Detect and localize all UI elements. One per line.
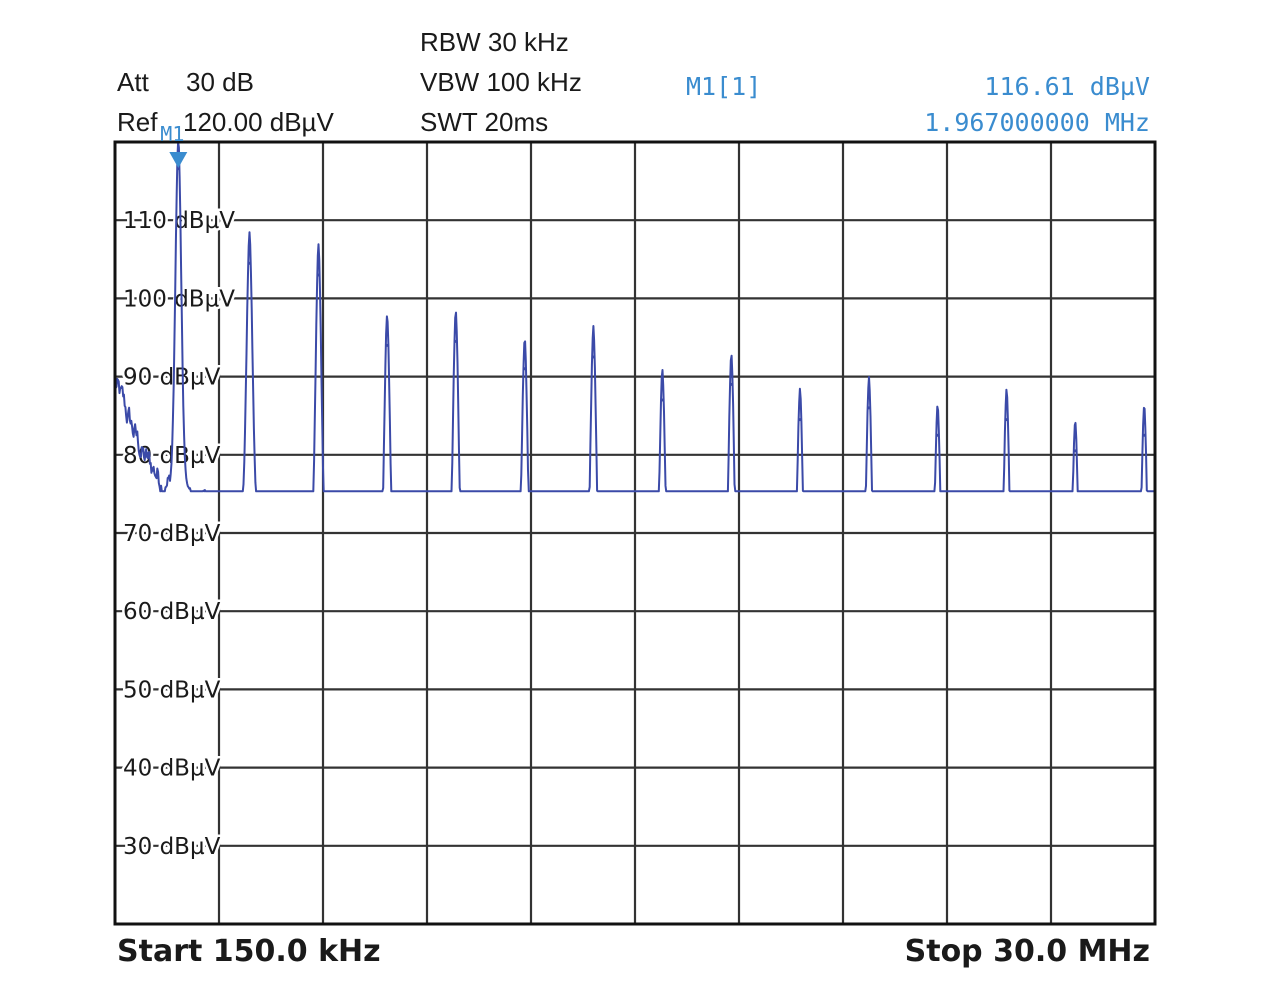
y-tick-label: 60 dBµV	[123, 599, 221, 625]
y-tick-label: 70 dBµV	[123, 521, 221, 547]
marker-level: 116.61 dBµV	[984, 72, 1150, 101]
ref-value: 120.00 dBµV	[183, 107, 334, 137]
stop-frequency: Stop 30.0 MHz	[904, 934, 1150, 969]
spectrum-trace	[114, 141, 1156, 493]
harmonic-peak-point	[454, 339, 458, 343]
marker-m1-icon	[169, 152, 188, 168]
harmonic-peak-point	[936, 433, 940, 437]
att-label: Att	[117, 67, 149, 97]
att-value: 30 dB	[186, 67, 254, 97]
start-frequency: Start 150.0 kHz	[117, 934, 381, 969]
y-tick-label: 30 dBµV	[123, 834, 221, 860]
harmonic-peak-point	[247, 261, 251, 265]
harmonic-peak-point	[316, 273, 320, 277]
y-tick-label: 110 dBµV	[123, 208, 235, 234]
y-tick-label: 90 dBµV	[123, 365, 221, 391]
plot-frame	[113, 140, 1157, 926]
y-tick-label: 40 dBµV	[123, 756, 221, 782]
vbw-setting: VBW 100 kHz	[420, 67, 582, 97]
harmonic-peak-point	[385, 343, 389, 347]
harmonic-peak-point	[660, 398, 664, 402]
ref-label: Ref	[117, 107, 158, 137]
y-tick-label: 100 dBµV	[123, 286, 235, 312]
swt-setting: SWT 20ms	[420, 107, 549, 137]
harmonic-peak-point	[1142, 433, 1146, 437]
marker-name: M1[1]	[686, 72, 762, 101]
harmonic-peak-point	[1005, 418, 1009, 422]
harmonic-peak-point	[1073, 449, 1077, 453]
rbw-setting: RBW 30 kHz	[420, 27, 569, 57]
harmonic-peak-point	[729, 382, 733, 386]
harmonic-peak-point	[523, 367, 527, 371]
marker-m1-label: M1	[160, 122, 184, 146]
harmonic-peak-point	[867, 406, 871, 410]
harmonic-peak-point	[591, 355, 595, 359]
harmonic-peak-point	[176, 167, 180, 171]
y-tick-label: 50 dBµV	[123, 677, 221, 703]
marker-frequency: 1.967000000 MHz	[924, 108, 1150, 137]
harmonic-peak-point	[798, 418, 802, 422]
